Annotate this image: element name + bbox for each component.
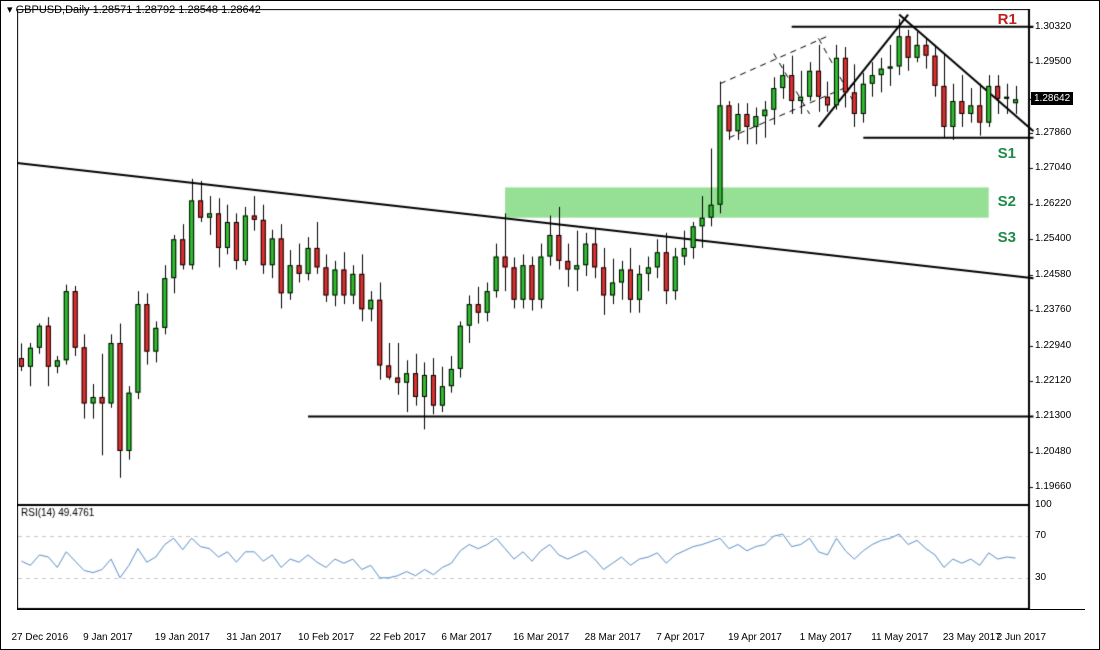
x-axis-label: 16 Mar 2017 [513, 632, 569, 643]
x-axis-label: 31 Jan 2017 [226, 632, 281, 643]
x-axis-label: 1 May 2017 [800, 632, 852, 643]
x-axis-label: 10 Feb 2017 [298, 632, 354, 643]
symbol-dropdown-icon[interactable]: ▾ [7, 4, 13, 16]
price-chart-canvas[interactable] [17, 9, 1085, 505]
x-axis-label: 19 Apr 2017 [728, 632, 782, 643]
x-axis-label: 11 May 2017 [871, 632, 928, 643]
rsi-indicator-canvas[interactable] [17, 505, 1085, 609]
chart-container: ▾ GBPUSD,Daily 1.28571 1.28792 1.28548 1… [0, 0, 1100, 650]
x-axis-label: 9 Jan 2017 [83, 632, 133, 643]
x-axis-label: 22 Feb 2017 [370, 632, 426, 643]
x-axis-label: 27 Dec 2016 [11, 632, 68, 643]
x-axis-label: 7 Apr 2017 [656, 632, 704, 643]
x-axis-separator [17, 609, 1085, 610]
x-axis-label: 6 Mar 2017 [441, 632, 492, 643]
x-axis-label: 28 Mar 2017 [585, 632, 641, 643]
x-axis-label: 23 May 2017 [943, 632, 1001, 643]
x-axis-label: 2 Jun 2017 [997, 632, 1047, 643]
x-axis-label: 19 Jan 2017 [155, 632, 210, 643]
